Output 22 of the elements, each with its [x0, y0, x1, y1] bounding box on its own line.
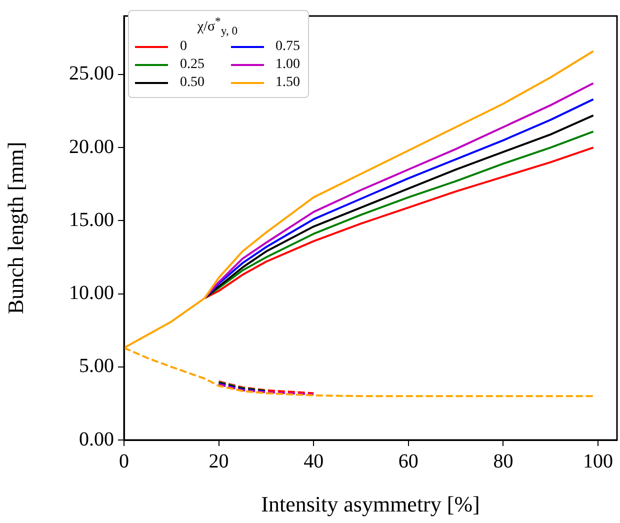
- legend-label: 1.00: [276, 57, 300, 74]
- x-tick-label: 40: [304, 450, 324, 472]
- y-tick-label: 15.00: [69, 208, 114, 231]
- legend-label: 0.25: [180, 57, 204, 74]
- y-tick-label: 25.00: [69, 62, 114, 85]
- y-tick-label: 20.00: [69, 136, 114, 158]
- legend-label: 0.50: [180, 75, 204, 92]
- x-tick-label: 100: [583, 450, 614, 472]
- legend-label: 0.75: [276, 39, 300, 56]
- y-tick-label: 10.00: [69, 282, 114, 304]
- y-tick-label: 0.00: [79, 428, 114, 450]
- line-series: [218, 383, 315, 396]
- x-tick-label: 20: [208, 450, 229, 472]
- legend-label: 1.50: [276, 75, 300, 92]
- x-axis-title: Intensity asymmetry [%]: [261, 492, 480, 517]
- x-tick-label: 0: [119, 450, 129, 472]
- y-axis-title: Bunch length [mm]: [2, 142, 28, 314]
- x-tick-label: 60: [398, 450, 418, 472]
- legend-label: 0: [180, 39, 187, 56]
- x-tick-label: 80: [493, 450, 514, 472]
- line-series: [218, 380, 315, 394]
- y-tick-label: 5.00: [79, 355, 114, 378]
